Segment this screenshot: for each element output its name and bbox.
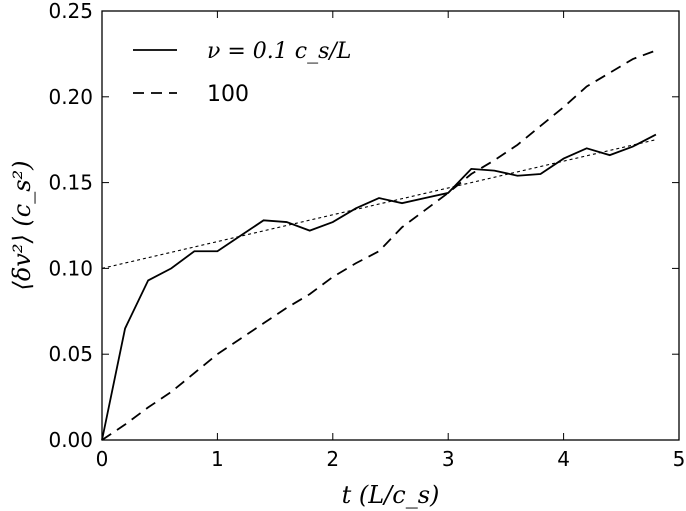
x-tick-label: 1 <box>211 447 224 471</box>
y-tick-label: 0.00 <box>48 428 93 452</box>
legend-label: 100 <box>207 82 249 107</box>
y-axis-label: ⟨δv²⟩ (c_s²) <box>8 160 36 290</box>
y-tick-label: 0.20 <box>48 85 93 109</box>
x-tick-label: 2 <box>326 447 339 471</box>
x-tick-label: 3 <box>442 447 455 471</box>
x-axis-label: t (L/c_s) <box>342 481 440 509</box>
axis-labels: t (L/c_s) ⟨δv²⟩ (c_s²) <box>8 160 439 509</box>
plot-frame <box>101 10 680 441</box>
series-line-dashed <box>101 49 657 441</box>
series-layer <box>101 49 657 441</box>
legend: ν = 0.1 c_s/L 100 <box>133 39 351 107</box>
ticks-layer: 0 1 2 3 4 5 0.00 0.05 0.10 0.15 0.20 0.25 <box>48 0 685 471</box>
series-line-dotted <box>101 139 657 269</box>
x-tick-label: 0 <box>96 447 109 471</box>
y-tick-label: 0.05 <box>48 342 93 366</box>
x-tick-label: 5 <box>673 447 686 471</box>
plot-area <box>101 10 680 441</box>
y-tick-label: 0.10 <box>48 256 93 280</box>
y-tick-label: 0.25 <box>48 0 93 23</box>
series-line-solid <box>101 133 657 441</box>
legend-label: ν = 0.1 c_s/L <box>207 39 351 64</box>
y-tick-label: 0.15 <box>48 171 93 195</box>
x-tick-label: 4 <box>557 447 570 471</box>
